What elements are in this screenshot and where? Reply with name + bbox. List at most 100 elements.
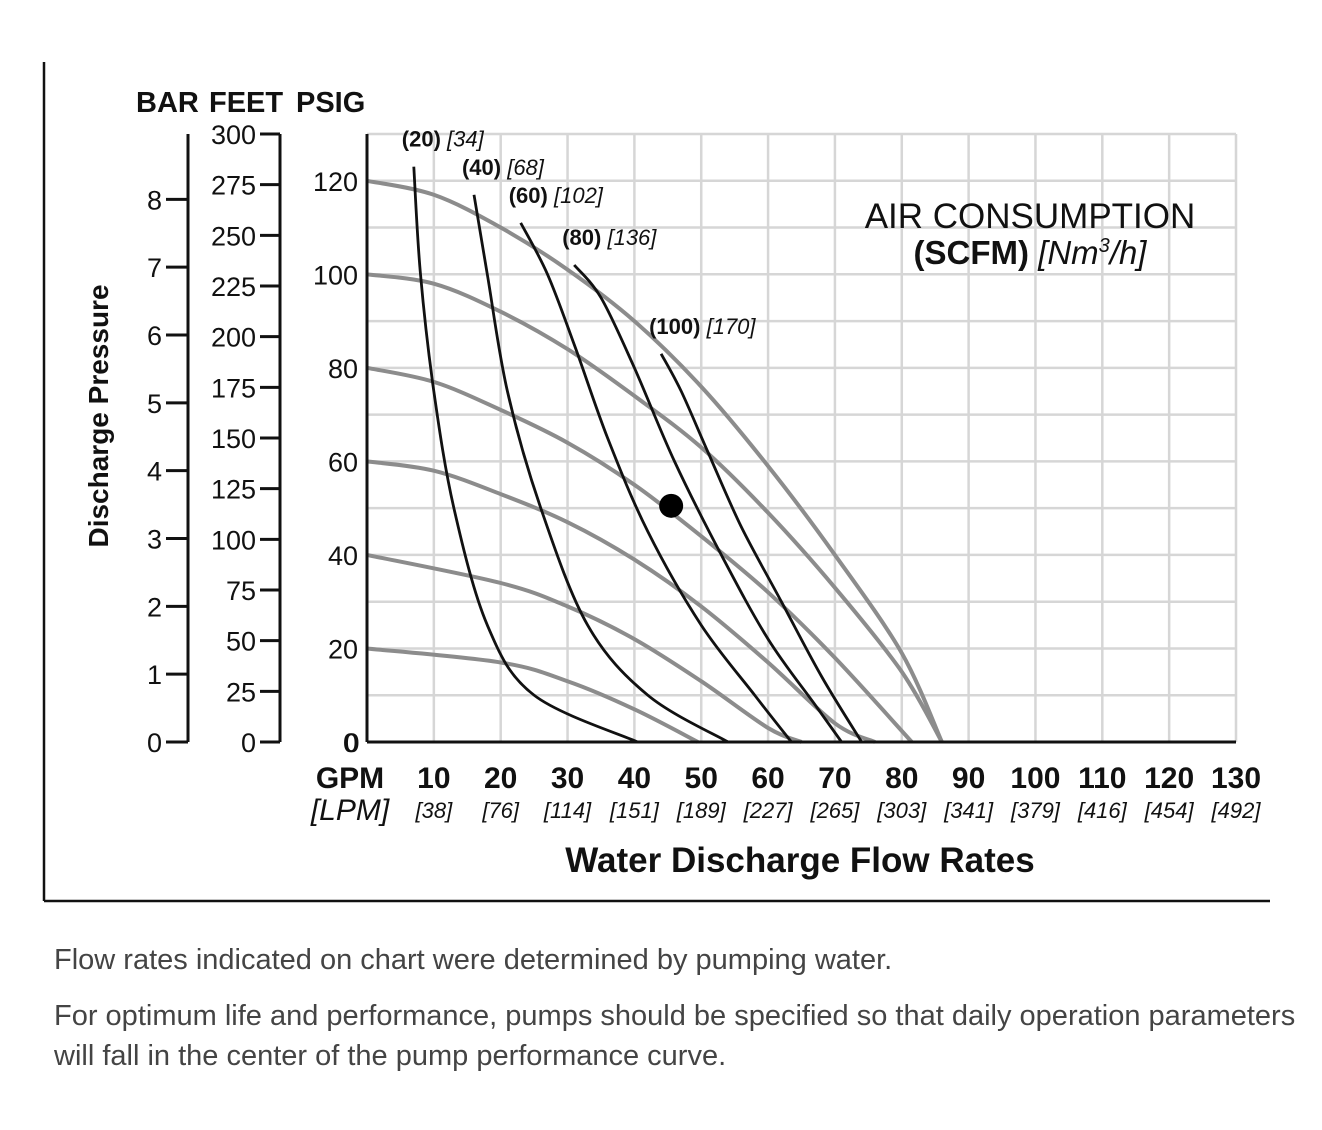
air-curve-label-4: (80) [136]: [562, 225, 657, 250]
feet-tick-label: 225: [211, 272, 256, 302]
performance-curve-1: [366, 646, 699, 744]
x-tick-label-lpm: [227]: [743, 798, 794, 823]
x-tick-label-lpm: [454]: [1144, 798, 1195, 823]
y-axis-title: Discharge Pressure: [83, 284, 114, 547]
psig-tick-label: 60: [328, 447, 358, 477]
x-tick-label-lpm: [416]: [1077, 798, 1128, 823]
x-axis-title: Water Discharge Flow Rates: [565, 841, 1034, 880]
x-tick-label-gpm: 70: [818, 762, 851, 795]
x-tick-label-lpm: [379]: [1010, 798, 1061, 823]
air-curve-1: [412, 166, 639, 744]
psig-tick-label: 40: [328, 541, 358, 571]
bar-tick-label: 8: [147, 185, 162, 215]
feet-tick-label: 100: [211, 525, 256, 555]
psig-tick-label: 120: [313, 167, 358, 197]
feet-tick-label: 25: [226, 677, 256, 707]
psig-axis-header: PSIG: [296, 87, 365, 119]
air-curve-label-scfm: (20): [402, 127, 441, 152]
feet-tick-label: 200: [211, 323, 256, 353]
x-tick-label-lpm: [151]: [609, 798, 660, 823]
bar-tick-label: 7: [147, 253, 162, 283]
x-unit-lpm: [LPM]: [310, 794, 390, 827]
x-tick-label-gpm: 80: [885, 762, 918, 795]
bar-tick-label: 3: [147, 525, 162, 555]
bar-axis-header: BAR: [136, 87, 199, 119]
air-consumption-title: AIR CONSUMPTION: [865, 197, 1196, 236]
x-tick-label-gpm: 60: [751, 762, 784, 795]
bar-tick-label: 5: [147, 389, 162, 419]
air-curve-label-5: (100) [170]: [649, 314, 756, 339]
x-tick-label-lpm: [303]: [876, 798, 927, 823]
feet-tick-label: 300: [211, 120, 256, 150]
feet-tick-label: 150: [211, 424, 256, 454]
air-curve-3: [519, 222, 793, 743]
feet-tick-label: 75: [226, 576, 256, 606]
air-curve-label-2: (40) [68]: [462, 155, 545, 180]
psig-tick-label: 100: [313, 260, 358, 290]
air-curve-label-scfm: (60): [509, 183, 548, 208]
psig-tick-label: 80: [328, 354, 358, 384]
x-tick-label-gpm: 50: [685, 762, 718, 795]
air-curve-label-nm3h: [170]: [706, 314, 757, 339]
air-curve-label-scfm: (80): [562, 225, 601, 250]
bar-tick-label: 2: [147, 592, 162, 622]
x-tick-label-lpm: [114]: [543, 798, 592, 823]
air-curve-label-scfm: (40): [462, 155, 501, 180]
performance-curve-5: [366, 272, 944, 743]
x-tick-label-gpm: 90: [952, 762, 985, 795]
air-curve-5: [659, 353, 863, 743]
air-curve-2: [472, 194, 729, 744]
performance-curve-4: [366, 365, 914, 744]
air-curve-label-nm3h: [136]: [606, 225, 657, 250]
feet-tick-label: 250: [211, 221, 256, 251]
feet-axis-header: FEET: [209, 87, 283, 119]
note-flow-rates: Flow rates indicated on chart were deter…: [54, 944, 893, 976]
air-curve-label-3: (60) [102]: [509, 183, 604, 208]
air-curve-label-nm3h: [34]: [446, 127, 485, 152]
performance-curve-3: [366, 459, 876, 744]
psig-tick-label: 20: [328, 634, 358, 664]
bar-tick-label: 4: [147, 457, 162, 487]
x-tick-label-gpm: 110: [1078, 762, 1126, 795]
x-tick-label-gpm: 30: [551, 762, 584, 795]
x-tick-label-gpm: 120: [1144, 762, 1194, 795]
air-consumption-units-nm-prefix: [Nm: [1037, 234, 1099, 271]
air-curve-label-scfm: (100): [649, 314, 700, 339]
bar-tick-label: 1: [147, 660, 162, 690]
x-tick-label-lpm: [189]: [676, 798, 727, 823]
air-consumption-units: (SCFM) [Nm3/h]: [914, 234, 1148, 271]
bar-tick-label: 0: [147, 728, 162, 758]
air-curve-label-nm3h: [102]: [553, 183, 604, 208]
air-curve-label-1: (20) [34]: [402, 127, 485, 152]
feet-tick-label: 275: [211, 171, 256, 201]
x-tick-label-gpm: 10: [417, 762, 450, 795]
x-tick-label-lpm: [492]: [1211, 798, 1262, 823]
air-consumption-units-suffix: /h]: [1108, 234, 1148, 271]
air-curve-label-nm3h: [68]: [506, 155, 545, 180]
air-curve-4: [573, 264, 843, 743]
grid: [367, 132, 1238, 742]
note-optimum-life: For optimum life and performance, pumps …: [54, 1000, 1296, 1072]
performance-curve-2: [366, 552, 803, 744]
x-tick-label-gpm: 100: [1010, 762, 1060, 795]
operating-point-marker: [659, 493, 684, 518]
feet-tick-label: 50: [226, 627, 256, 657]
x-tick-label-gpm: 20: [484, 762, 517, 795]
air-consumption-curves: (20) [34] (40) [68] (60) [102] (80) [136] (1…: [402, 127, 863, 744]
feet-tick-label: 0: [241, 728, 256, 758]
x-tick-label-zero: 0: [344, 728, 359, 758]
psig-tick-label: 0: [343, 728, 358, 758]
x-tick-label-lpm: [76]: [481, 798, 520, 823]
x-tick-label-gpm: 40: [618, 762, 651, 795]
feet-tick-label: 125: [211, 475, 256, 505]
x-tick-label-gpm: 130: [1211, 762, 1261, 795]
x-tick-label-lpm: [265]: [809, 798, 860, 823]
x-tick-label-lpm: [341]: [943, 798, 994, 823]
x-tick-label-lpm: [38]: [414, 798, 453, 823]
air-consumption-units-superscript: 3: [1099, 235, 1110, 257]
air-consumption-units-scfm: (SCFM): [914, 234, 1029, 271]
x-unit-gpm: GPM: [316, 762, 384, 795]
feet-tick-label: 175: [211, 373, 256, 403]
bar-tick-label: 6: [147, 321, 162, 351]
